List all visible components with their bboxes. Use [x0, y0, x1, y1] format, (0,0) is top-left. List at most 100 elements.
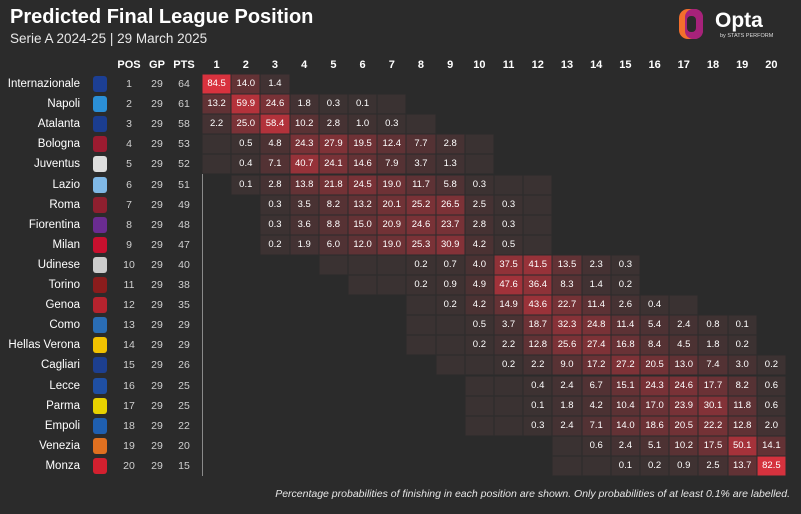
probability-cell: 17.0	[640, 395, 670, 416]
pts-value: 47	[178, 238, 190, 251]
probability-cell: 58.4	[260, 114, 290, 135]
team-name: Roma	[49, 198, 80, 211]
probability-cell: 0.9	[435, 275, 465, 296]
probability-cell: 20.5	[640, 355, 670, 376]
gp-value: 29	[151, 439, 163, 452]
probability-cell: 24.6	[260, 94, 290, 115]
probability-cell: 8.2	[727, 375, 757, 396]
team-name: Venezia	[39, 439, 80, 452]
team-crest-icon	[93, 317, 107, 334]
pts-value: 29	[178, 339, 190, 352]
probability-cell: 11.8	[727, 395, 757, 416]
probability-cell	[464, 375, 494, 396]
probability-cell: 2.4	[552, 375, 582, 396]
probability-cell: 11.4	[610, 315, 640, 336]
pos-value: 20	[123, 459, 135, 472]
pos-value: 17	[123, 399, 135, 412]
probability-cell	[552, 455, 582, 476]
probability-cell: 19.0	[377, 174, 407, 195]
position-header: 7	[388, 59, 395, 71]
probability-cell: 43.6	[523, 295, 553, 316]
probability-cell: 0.1	[610, 455, 640, 476]
probability-cell: 5.1	[640, 435, 670, 456]
pos-value: 7	[126, 198, 132, 211]
gp-value: 29	[151, 158, 163, 171]
probability-cell: 2.0	[756, 415, 786, 436]
team-crest-icon	[93, 437, 107, 454]
probability-cell: 2.8	[464, 214, 494, 235]
probability-cell: 4.8	[260, 134, 290, 155]
pts-value: 64	[178, 78, 190, 90]
probability-cell: 7.1	[581, 415, 611, 436]
team-name: Atalanta	[37, 118, 80, 131]
probability-cell: 18.6	[640, 415, 670, 436]
probability-cell	[552, 435, 582, 456]
probability-cell: 9.0	[552, 355, 582, 376]
position-header: 13	[560, 59, 574, 71]
team-name: Hellas Verona	[8, 339, 80, 352]
probability-cell: 0.3	[260, 214, 290, 235]
probability-cell: 3.7	[494, 315, 524, 336]
chart-footnote: Percentage probabilities of finishing in…	[275, 488, 790, 500]
pos-value: 2	[126, 98, 132, 111]
probability-cell: 17.2	[581, 355, 611, 376]
probability-cell: 14.0	[231, 74, 261, 95]
probability-cell: 0.5	[494, 234, 524, 255]
team-crest-icon	[93, 76, 107, 92]
probability-cell: 0.1	[523, 395, 553, 416]
probability-cell: 1.8	[552, 395, 582, 416]
probability-cell: 8.8	[318, 214, 348, 235]
probability-cell: 36.4	[523, 275, 553, 296]
probability-cell: 0.4	[640, 295, 670, 316]
probability-cell: 4.2	[581, 395, 611, 416]
probability-cell: 3.5	[289, 194, 319, 215]
probability-cell	[494, 395, 524, 416]
pts-value: 38	[178, 279, 190, 291]
probability-cell: 0.2	[640, 455, 670, 476]
position-header: 3	[271, 59, 279, 71]
probability-cell: 27.2	[610, 355, 640, 376]
pos-value: 14	[123, 339, 135, 352]
pos-value: 3	[126, 118, 132, 131]
pos-value: 19	[123, 439, 135, 452]
probability-cell: 32.3	[552, 315, 582, 336]
probability-cell: 0.3	[610, 254, 640, 275]
position-header: 11	[502, 59, 515, 71]
team-name: Napoli	[47, 98, 80, 111]
position-header: 5	[330, 59, 337, 71]
gp-value: 29	[151, 78, 163, 90]
gp-value: 29	[151, 339, 163, 352]
probability-cell	[406, 315, 436, 336]
probability-cell	[464, 415, 494, 436]
probability-cell: 24.3	[289, 134, 319, 155]
probability-cell: 19.5	[348, 134, 378, 155]
probability-cell	[377, 254, 407, 275]
probability-cell: 4.2	[464, 234, 494, 255]
pos-value: 8	[126, 218, 132, 231]
probability-cell	[494, 415, 524, 436]
probability-cell: 6.0	[318, 234, 348, 255]
gp-value: 29	[151, 359, 163, 372]
probability-cell	[348, 275, 378, 296]
position-header: 18	[706, 59, 720, 71]
pts-value: 51	[178, 178, 190, 191]
probability-cell: 15.0	[348, 214, 378, 235]
probability-cell: 2.8	[318, 114, 348, 135]
pts-value: 61	[178, 98, 190, 111]
probability-cell: 27.9	[318, 134, 348, 155]
probability-cell: 1.3	[435, 154, 465, 175]
team-crest-icon	[93, 457, 107, 474]
probability-cell	[464, 395, 494, 416]
team-name: Genoa	[45, 299, 80, 312]
probability-cell: 0.2	[464, 335, 494, 356]
probability-cell: 13.2	[202, 94, 232, 115]
pos-value: 18	[123, 419, 135, 432]
probability-cell: 0.3	[318, 94, 348, 115]
probability-cell: 2.5	[698, 455, 728, 476]
probability-cell	[464, 134, 494, 155]
position-header: 8	[417, 59, 425, 71]
probability-cell: 2.6	[610, 295, 640, 316]
probability-cell: 12.8	[727, 415, 757, 436]
team-crest-icon	[93, 377, 107, 394]
